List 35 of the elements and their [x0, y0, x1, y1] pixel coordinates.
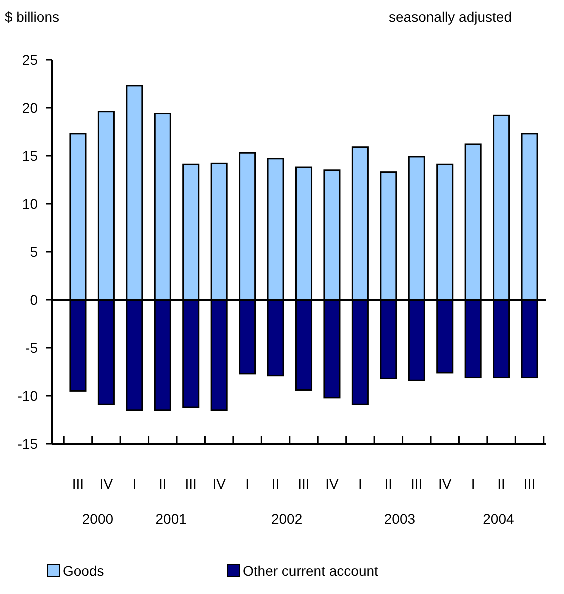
- x-tick-label: III: [72, 476, 84, 492]
- x-tick-label: III: [411, 476, 423, 492]
- x-tick-label: II: [159, 476, 167, 492]
- text: 2003: [384, 511, 416, 527]
- y-tick-label: -15: [18, 436, 38, 452]
- x-tick-label: IV: [438, 476, 452, 492]
- x-tick-label: IV: [100, 476, 114, 492]
- x-tick-label: III: [298, 476, 310, 492]
- y-tick-label: 10: [22, 196, 38, 212]
- text: 2004: [483, 511, 515, 527]
- legend-label: Goods: [63, 563, 104, 579]
- y-tick-label: 0: [30, 292, 38, 308]
- y-tick-label: 15: [22, 148, 38, 164]
- x-tick-label: II: [272, 476, 280, 492]
- x-tick-label: I: [471, 476, 476, 492]
- y-axis-title: $ billions: [5, 9, 60, 25]
- x-tick-label: III: [524, 476, 536, 492]
- x-tick-label: IV: [212, 476, 227, 492]
- x-tick-label: III: [185, 476, 197, 492]
- text: 2001: [156, 511, 188, 527]
- text: 2000: [82, 511, 114, 527]
- legend-label: Other current account: [243, 563, 379, 579]
- y-tick-label: -5: [26, 340, 38, 356]
- x-tick-label: I: [132, 476, 137, 492]
- x-tick-label: II: [384, 476, 393, 492]
- chart-subtitle: seasonally adjusted: [389, 9, 512, 25]
- x-tick-label: IV: [326, 476, 340, 492]
- y-tick-label: 25: [22, 52, 38, 68]
- y-tick-label: -10: [18, 388, 38, 404]
- y-tick-label: 20: [22, 100, 38, 116]
- text: 2002: [271, 511, 303, 527]
- x-tick-label: I: [246, 476, 250, 492]
- x-tick-label: II: [498, 476, 506, 492]
- x-tick-label: I: [358, 476, 362, 492]
- y-tick-label: 5: [30, 244, 38, 260]
